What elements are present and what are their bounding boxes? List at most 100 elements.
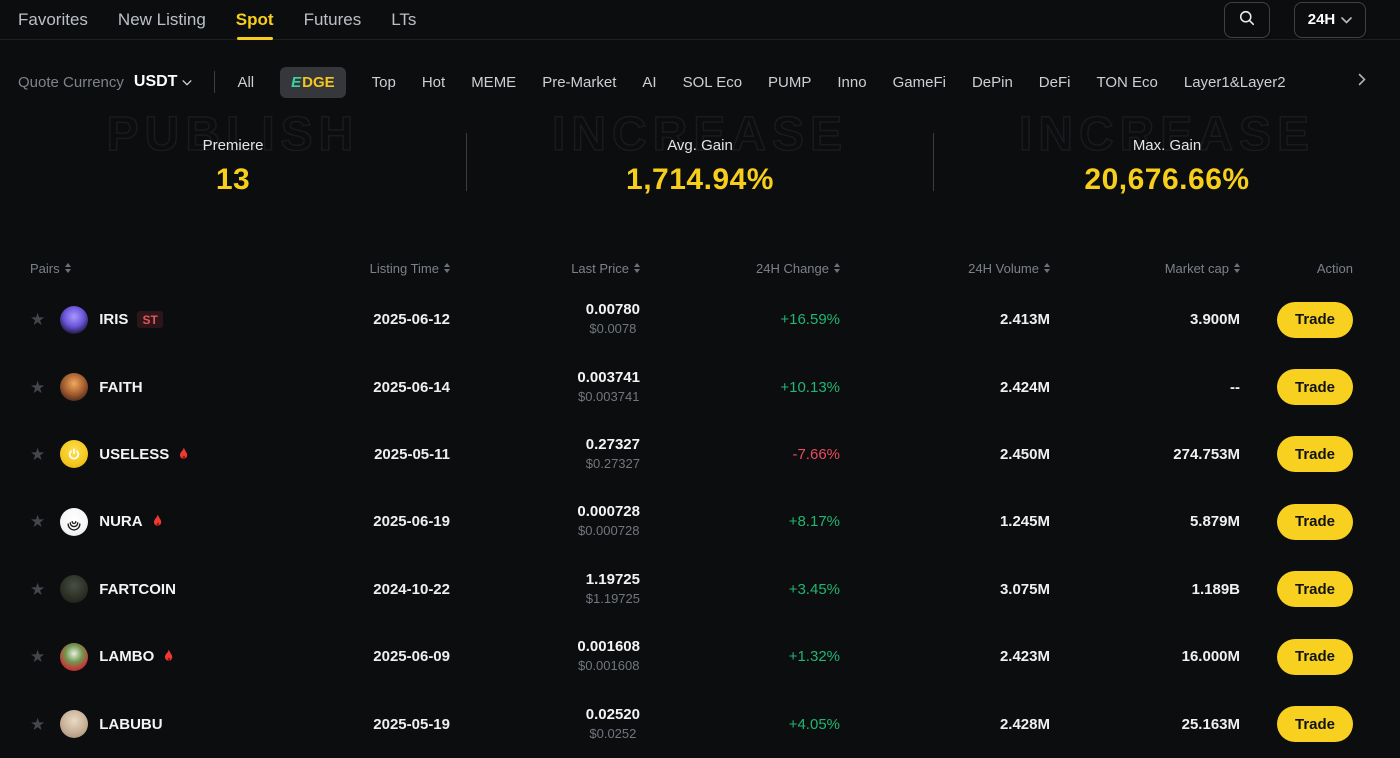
quote-currency-selector[interactable]: USDT: [134, 73, 193, 91]
table-body: ★ IRIS ST 2025-06-12 0.00780 $0.0078 +16…: [30, 286, 1353, 758]
stat-label: Avg. Gain: [667, 137, 733, 154]
timeframe-dropdown[interactable]: 24H: [1294, 1, 1366, 38]
favorite-star-icon[interactable]: ★: [30, 512, 46, 532]
table-row: ★ LAMBO 2025-06-09 0.001608 $0.001608 +1…: [30, 623, 1353, 690]
category-tabs: All EDGE Top Hot MEME Pre-Market AI SOL Eco PUMP…: [237, 66, 1346, 98]
column-header-market-cap[interactable]: Market cap: [1050, 261, 1240, 276]
table-row: ★ USELESS 2025-05-11 0.27327 $0.27327 -7…: [30, 421, 1353, 488]
tab-all[interactable]: All: [237, 73, 255, 91]
last-price: 0.001608 $0.001608: [577, 638, 640, 673]
pair-name[interactable]: FARTCOIN: [99, 580, 176, 598]
change-24h: +3.45%: [788, 580, 840, 598]
tab-sol-eco[interactable]: SOL Eco: [682, 73, 743, 91]
fire-icon: [162, 649, 175, 664]
market-cap: 5.879M: [1189, 513, 1240, 531]
trade-button[interactable]: Trade: [1277, 571, 1353, 608]
pairs-table: Pairs Listing Time Last Price 24H Change 24H…: [0, 250, 1400, 758]
column-header-action: Action: [1316, 260, 1353, 276]
filter-row: Quote Currency USDT All EDGE Top Hot MEME Pre…: [0, 60, 1400, 104]
favorite-star-icon[interactable]: ★: [30, 714, 46, 734]
listing-time: 2025-06-19: [373, 513, 450, 531]
labubu-coin: [60, 710, 89, 739]
column-header-last-price[interactable]: Last Price: [450, 261, 640, 276]
more-tabs-button[interactable]: [1358, 73, 1366, 91]
tab-inno[interactable]: Inno: [837, 73, 867, 91]
change-24h: -7.66%: [792, 445, 840, 463]
trade-button[interactable]: Trade: [1277, 706, 1353, 743]
nav-item-favorites[interactable]: Favorites: [18, 9, 88, 29]
market-cap: 25.163M: [1181, 715, 1240, 733]
nav-item-lts[interactable]: LTs: [391, 9, 417, 29]
pair-name[interactable]: LABUBU: [99, 715, 163, 733]
tab-ton-eco[interactable]: TON Eco: [1096, 73, 1158, 91]
change-24h: +4.05%: [788, 715, 840, 733]
fartcoin-coin: [60, 575, 89, 604]
sort-icon: [1234, 263, 1240, 273]
last-price-base: 0.001608: [577, 638, 640, 656]
trade-button[interactable]: Trade: [1277, 369, 1353, 406]
trade-button[interactable]: Trade: [1277, 503, 1353, 540]
last-price-usd: $0.27327: [585, 455, 640, 471]
favorite-star-icon[interactable]: ★: [30, 647, 46, 667]
faith-coin: [60, 373, 89, 402]
tab-layer1-layer2[interactable]: Layer1&Layer2: [1183, 73, 1286, 91]
top-nav: Favorites New Listing Spot Futures LTs 24H: [0, 0, 1400, 40]
tab-hot[interactable]: Hot: [421, 73, 446, 91]
pair-name[interactable]: IRIS: [99, 311, 129, 329]
pair-name[interactable]: NURA: [99, 513, 143, 531]
favorite-star-icon[interactable]: ★: [30, 444, 46, 464]
change-24h: +1.32%: [788, 648, 840, 666]
tab-meme[interactable]: MEME: [471, 73, 517, 91]
volume-24h: 2.423M: [999, 648, 1050, 666]
last-price-usd: $0.000728: [577, 523, 640, 539]
change-24h: +8.17%: [788, 513, 840, 531]
sort-icon: [634, 263, 640, 273]
tab-depin[interactable]: DePin: [971, 73, 1013, 91]
tab-pre-market[interactable]: Pre-Market: [542, 73, 617, 91]
favorite-star-icon[interactable]: ★: [30, 377, 46, 397]
pair-name[interactable]: USELESS: [99, 445, 170, 463]
main-nav: Favorites New Listing Spot Futures LTs: [18, 0, 416, 39]
tab-gamefi[interactable]: GameFi: [892, 73, 946, 91]
market-cap: --: [1230, 378, 1240, 396]
table-row: ★ NURA 2025-06-19 0.000728 $0.000728 +8.…: [30, 488, 1353, 555]
column-header-24h-volume[interactable]: 24H Volume: [840, 261, 1050, 276]
stat-premiere: PUBLISH Premiere 13: [0, 110, 466, 197]
pair-name[interactable]: FAITH: [99, 378, 143, 396]
chevron-right-icon: [1358, 73, 1366, 91]
nav-item-spot[interactable]: Spot: [236, 0, 274, 39]
search-button[interactable]: [1224, 1, 1270, 38]
last-price-usd: $0.0252: [589, 725, 637, 741]
sort-icon: [444, 263, 450, 273]
last-price: 0.02520 $0.0252: [586, 706, 640, 741]
listing-time: 2025-06-09: [373, 648, 450, 666]
last-price: 0.00780 $0.0078: [586, 301, 640, 336]
trade-button[interactable]: Trade: [1277, 638, 1353, 675]
column-header-24h-change[interactable]: 24H Change: [640, 261, 840, 276]
tab-top[interactable]: Top: [371, 73, 396, 91]
last-price-base: 0.02520: [585, 705, 640, 723]
nav-item-futures[interactable]: Futures: [303, 9, 362, 29]
volume-24h: 2.428M: [999, 715, 1050, 733]
column-header-pairs[interactable]: Pairs: [30, 261, 360, 276]
market-cap: 16.000M: [1181, 648, 1240, 666]
favorite-star-icon[interactable]: ★: [30, 579, 46, 599]
edge-logo-glyph: E: [291, 73, 302, 91]
market-cap: 3.900M: [1189, 311, 1240, 329]
last-price-base: 0.27327: [585, 435, 640, 453]
last-price-usd: $0.001608: [577, 658, 640, 674]
nav-item-new-listing[interactable]: New Listing: [117, 9, 206, 29]
favorite-star-icon[interactable]: ★: [30, 310, 46, 330]
trade-button[interactable]: Trade: [1277, 301, 1353, 338]
table-row: ★ FAITH 2025-06-14 0.003741 $0.003741 +1…: [30, 353, 1353, 420]
listing-time: 2025-06-12: [373, 311, 450, 329]
tab-edge[interactable]: EDGE: [280, 66, 346, 98]
pair-name[interactable]: LAMBO: [99, 648, 155, 666]
last-price-base: 0.000728: [577, 503, 640, 521]
column-header-listing-time[interactable]: Listing Time: [360, 261, 450, 276]
trade-button[interactable]: Trade: [1277, 436, 1353, 473]
tab-ai[interactable]: AI: [642, 73, 657, 91]
timeframe-value: 24H: [1307, 11, 1336, 28]
tab-defi[interactable]: DeFi: [1038, 73, 1071, 91]
tab-pump[interactable]: PUMP: [768, 73, 812, 91]
